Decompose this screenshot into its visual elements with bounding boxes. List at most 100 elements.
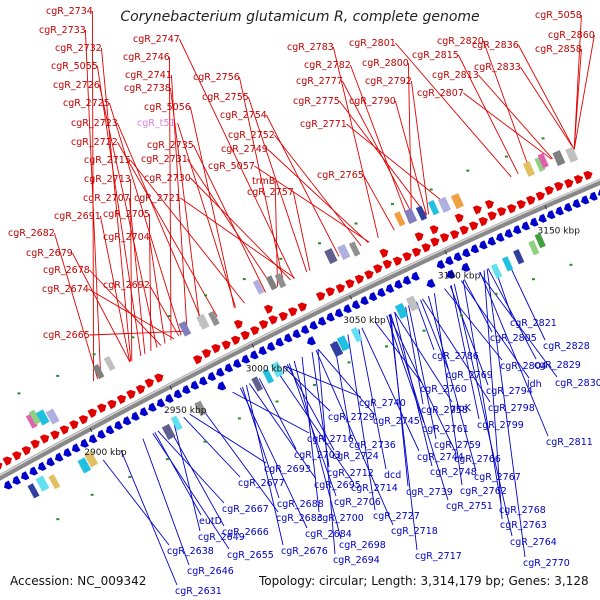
- gene-label: cgR_2769: [446, 370, 493, 381]
- feature-block: [28, 409, 41, 425]
- forward-leader-line: [274, 180, 278, 287]
- forward-gene-arrow-outer: [263, 304, 273, 314]
- forward-gene-arrow: [373, 264, 383, 274]
- gene-label: cgR_2655: [227, 550, 274, 561]
- forward-gene-arrow: [107, 399, 117, 410]
- gene-label: cgR_2800: [362, 58, 409, 69]
- gene-label: cgR_2821: [510, 318, 557, 329]
- gene-label: cgR_2722: [71, 137, 118, 148]
- marker-dash: [128, 475, 132, 478]
- gene-label: ldh: [527, 379, 542, 390]
- reverse-gene-arrow: [148, 402, 157, 412]
- gene-label: cgR_2740: [359, 398, 406, 409]
- reverse-gene-arrow: [513, 225, 522, 235]
- marker-dash: [167, 315, 171, 318]
- feature-block: [92, 364, 105, 380]
- gene-label: glpK: [450, 403, 472, 414]
- gene-label: cgR_2698: [339, 540, 386, 551]
- reverse-gene-arrow: [445, 255, 454, 265]
- gene-label: cgR_2725: [63, 98, 110, 109]
- forward-leader-line: [267, 148, 369, 243]
- forward-leader-line: [89, 330, 190, 336]
- marker-dash: [242, 278, 246, 281]
- reverse-leader-line: [374, 321, 423, 384]
- reverse-gene-arrow: [275, 337, 285, 347]
- gene-label: cgR_2829: [534, 360, 581, 371]
- forward-leader-line: [148, 213, 152, 351]
- forward-gene-arrow: [201, 348, 212, 359]
- feature-block: [337, 243, 351, 261]
- reverse-gene-arrow: [233, 358, 242, 368]
- forward-gene-arrow: [135, 384, 146, 395]
- reverse-gene-arrow: [105, 425, 115, 435]
- marker-dash: [422, 329, 426, 332]
- feature-block: [350, 327, 363, 343]
- gene-label: cgR_2746: [123, 52, 170, 63]
- reverse-gene-arrow: [351, 300, 361, 310]
- gene-label: cgR_2721: [134, 193, 181, 204]
- forward-gene-arrow: [382, 259, 392, 270]
- tick-mark: [169, 385, 173, 390]
- forward-leader-line: [53, 232, 99, 380]
- feature-block: [324, 248, 338, 265]
- forward-leader-line: [573, 48, 582, 150]
- gene-label: trmB: [252, 176, 275, 187]
- forward-gene-arrow: [278, 311, 288, 322]
- feature-block: [194, 400, 207, 417]
- reverse-gene-arrow: [360, 295, 369, 305]
- feature-block: [196, 313, 210, 330]
- reverse-gene-arrow: [368, 291, 378, 301]
- reverse-leader-line: [394, 311, 453, 403]
- marker-dash: [391, 203, 394, 206]
- marker-dash: [347, 361, 351, 364]
- reverse-gene-arrow: [114, 420, 123, 430]
- reverse-gene-arrow: [504, 228, 514, 238]
- feature-block: [513, 249, 525, 265]
- forward-leader-line: [72, 252, 131, 363]
- forward-gene-arrow: [449, 230, 460, 240]
- reverse-leader-line: [462, 279, 502, 505]
- marker-dash: [541, 137, 545, 140]
- reverse-leader-line: [245, 384, 284, 546]
- reverse-leader-line: [478, 272, 558, 378]
- forward-gene-arrow: [116, 394, 127, 405]
- gene-label: cgR_2682: [8, 228, 55, 239]
- reverse-leader-line: [249, 383, 317, 480]
- gene-label: dcd: [384, 470, 401, 481]
- gene-label: cgR_5057: [208, 161, 255, 172]
- reverse-leader-line: [405, 306, 424, 405]
- reverse-gene-arrow: [216, 367, 225, 377]
- forward-leader-line: [192, 144, 267, 293]
- reverse-leader-line: [444, 288, 503, 361]
- gene-label: cgR_2860: [548, 30, 595, 41]
- reverse-gene-arrow: [165, 393, 174, 403]
- gene-label: cgR_2666: [222, 527, 269, 538]
- gene-label: cgR_2733: [39, 25, 86, 36]
- feature-block: [329, 340, 344, 358]
- reverse-gene-arrow: [530, 217, 539, 227]
- forward-leader-line: [116, 122, 204, 325]
- gene-label: cgR_5055: [51, 61, 98, 72]
- forward-leader-line: [478, 74, 553, 160]
- forward-gene-arrow: [535, 191, 545, 201]
- reverse-gene-arrow: [538, 213, 547, 223]
- tick-label: 3050 kbp: [343, 316, 386, 326]
- forward-gene-arrow: [39, 434, 50, 444]
- forward-gene-arrow: [297, 302, 307, 312]
- reverse-gene-arrow: [377, 287, 386, 297]
- gene-label: cgR_2684: [305, 529, 352, 540]
- forward-gene-arrow: [230, 335, 241, 345]
- gene-label: cgR_2749: [221, 144, 268, 155]
- marker-dash: [275, 400, 279, 403]
- gene-label: cgR_2756: [193, 72, 240, 83]
- forward-gene-arrow: [526, 195, 536, 205]
- gene-label: eutD: [199, 516, 222, 527]
- reverse-leader-line: [154, 432, 202, 516]
- forward-leader-line: [187, 158, 274, 289]
- marker-dash: [17, 392, 21, 395]
- gene-label: cgR_2758: [421, 405, 468, 416]
- gene-label: cgR_2763: [500, 520, 547, 531]
- gene-label: cgR_2713: [84, 174, 131, 185]
- forward-leader-line: [117, 141, 218, 317]
- marker-dash: [203, 440, 207, 443]
